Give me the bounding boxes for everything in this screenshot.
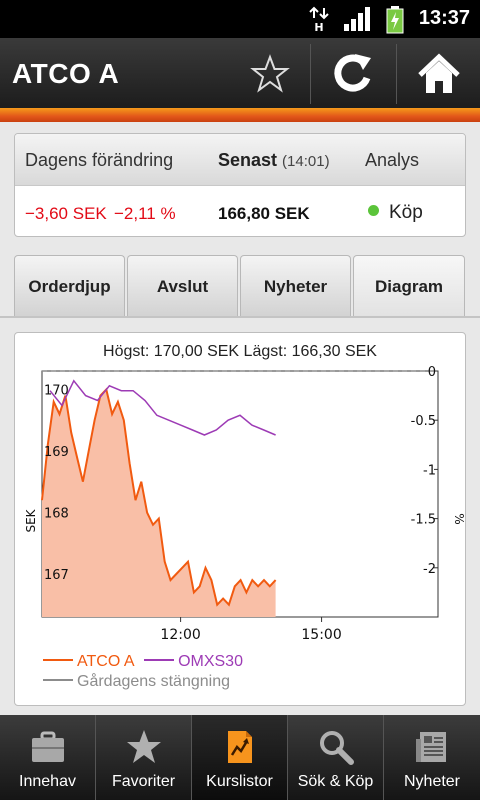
buy-indicator-dot	[368, 205, 379, 216]
tab-orderdjup[interactable]: Orderdjup	[14, 255, 125, 317]
favorite-button[interactable]	[232, 38, 308, 110]
newspaper-icon	[416, 732, 446, 762]
atco-area-fill	[42, 389, 276, 617]
bottom-navigation: Innehav Favoriter Kurslistor Sök & Köp	[0, 715, 480, 800]
legend-swatch-omxs30	[144, 659, 175, 661]
legend-label-close: Gårdagens stängning	[77, 673, 230, 690]
status-bar: H 13:37	[0, 0, 480, 38]
tab-label: Diagram	[374, 276, 444, 296]
tab-avslut[interactable]: Avslut	[127, 255, 238, 317]
nav-favoriter[interactable]: Favoriter	[96, 715, 192, 800]
latest-time: (14:01)	[282, 153, 330, 170]
tab-label: Avslut	[156, 276, 209, 296]
home-button[interactable]	[397, 38, 480, 110]
analysis-value: Köp	[368, 202, 423, 224]
latest-header: Senast (14:01)	[218, 150, 330, 171]
y-left-tick-label: 170	[44, 383, 69, 398]
x-tick-label: 12:00	[160, 627, 200, 643]
nav-kurslistor[interactable]: Kurslistor	[192, 715, 288, 800]
y-right-tick-label: -1.5	[411, 513, 436, 528]
y-right-tick-label: -1	[423, 463, 436, 478]
legend-label-atco: ATCO A	[77, 653, 134, 670]
quote-summary-header: Dagens förändring Senast (14:01) Analys	[15, 134, 465, 186]
battery-charging-icon	[386, 6, 404, 34]
change-header: Dagens förändring	[25, 150, 174, 170]
accent-strip	[0, 108, 480, 122]
legend-label-omxs30: OMXS30	[178, 653, 243, 670]
nav-label: Nyheter	[403, 773, 461, 790]
star-outline-icon	[250, 54, 290, 93]
refresh-button[interactable]	[311, 38, 395, 110]
latest-header-label: Senast	[218, 150, 278, 170]
change-pct-value: −2,11 %	[114, 204, 176, 223]
tab-diagram[interactable]: Diagram	[353, 255, 465, 317]
tab-label: Nyheter	[263, 276, 328, 296]
atco-series-line	[41, 387, 277, 607]
nav-nyheter[interactable]: Nyheter	[384, 715, 480, 800]
latest-price-value: 166,80 SEK	[218, 204, 310, 223]
chart-legend-row-2: Gårdagens stängning	[43, 673, 230, 691]
page-title: ATCO A	[12, 58, 120, 89]
price-chart-panel: 170 169 168 167 0 -0.5 -1 -1.5 -2 12:00 15:00 SEK% …	[14, 332, 466, 706]
y-left-axis-title: SEK	[24, 508, 38, 532]
y-right-tick-label: -2	[423, 562, 436, 577]
tab-nyheter[interactable]: Nyheter	[240, 255, 351, 317]
nav-label: Innehav	[19, 773, 76, 790]
y-right-axis-title: %	[452, 513, 465, 524]
change-sek-value: −3,60 SEK	[25, 204, 107, 223]
star-icon	[127, 730, 161, 763]
magnifier-icon	[320, 731, 354, 765]
analysis-value-label: Köp	[389, 202, 423, 223]
y-left-tick-label: 167	[44, 568, 69, 583]
omxs30-series-line	[49, 379, 276, 436]
x-tick-label: 15:00	[301, 627, 341, 643]
tab-divider	[0, 316, 480, 318]
chart-high-low: Högst: 170,00 SEK Lägst: 166,30 SEK	[103, 343, 377, 360]
analysis-header: Analys	[365, 150, 420, 170]
legend-swatch-atco	[43, 659, 73, 661]
y-right-tick-label: 0	[428, 365, 436, 380]
nav-label: Favoriter	[111, 773, 176, 790]
refresh-icon	[334, 54, 371, 92]
chart-document-icon	[228, 731, 252, 763]
signal-strength-icon	[344, 7, 370, 31]
home-icon	[417, 53, 460, 93]
tab-label: Orderdjup	[28, 276, 111, 296]
nav-label: Sök & Köp	[297, 773, 374, 790]
y-right-tick-label: -0.5	[411, 414, 436, 429]
chart-legend-row-1: ATCO A OMXS30	[43, 653, 243, 671]
legend-swatch-close	[43, 679, 73, 681]
status-time: 13:37	[418, 7, 470, 29]
nav-innehav[interactable]: Innehav	[0, 715, 96, 800]
app-bar: ATCO A	[0, 38, 480, 110]
network-type-label: H	[314, 21, 323, 32]
price-chart[interactable]: 170 169 168 167 0 -0.5 -1 -1.5 -2 12:00 15:00 SEK%	[15, 333, 465, 705]
network-type-icon: H	[309, 6, 329, 32]
y-left-tick-label: 169	[44, 445, 69, 460]
nav-sok-kop[interactable]: Sök & Köp	[288, 715, 384, 800]
y-left-tick-label: 168	[44, 506, 69, 521]
quote-summary: Dagens förändring Senast (14:01) Analys …	[14, 133, 466, 237]
nav-label: Kurslistor	[206, 773, 273, 790]
briefcase-icon	[32, 731, 64, 762]
